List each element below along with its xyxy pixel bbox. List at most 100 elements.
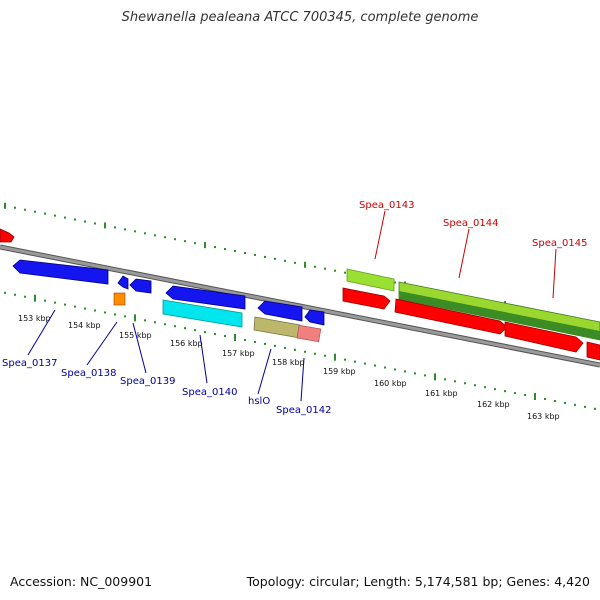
inner-tick: [154, 321, 156, 324]
inner-tick: [134, 314, 136, 322]
reverse-gene-label[interactable]: hslO: [248, 396, 270, 407]
ruler-label: 153 kbp: [18, 314, 51, 323]
inner-tick: [484, 386, 486, 389]
gene-spea-0139[interactable]: [129, 278, 152, 294]
inner-tick: [454, 380, 456, 383]
outer-tick: [234, 250, 236, 253]
forward-callout-line: [458, 228, 470, 279]
ruler-label: 159 kbp: [323, 367, 356, 376]
gene-spea-0143[interactable]: [346, 268, 395, 292]
reverse-callout-line: [300, 357, 305, 402]
gene-pink[interactable]: [296, 324, 322, 343]
forward-gene-label[interactable]: Spea_0144: [443, 218, 498, 229]
gene-red-a[interactable]: [342, 287, 391, 310]
inner-tick: [74, 305, 76, 308]
outer-tick: [254, 253, 256, 256]
gene-spea-0145[interactable]: [504, 321, 584, 353]
outer-tick: [164, 236, 166, 239]
inner-tick: [64, 303, 66, 306]
inner-tick: [424, 374, 426, 377]
inner-tick: [404, 370, 406, 373]
outer-tick: [44, 212, 46, 215]
inner-tick-track: [4, 291, 596, 410]
gene-red-d[interactable]: [586, 341, 600, 361]
reverse-callout-line: [199, 334, 208, 384]
forward-genes: [0, 228, 600, 361]
ruler-label: 160 kbp: [374, 379, 407, 388]
forward-gene-label[interactable]: Spea_0143: [359, 200, 414, 211]
inner-tick: [524, 394, 526, 397]
gene-hslO[interactable]: [253, 316, 301, 339]
inner-tick: [554, 399, 556, 402]
ruler-label: 154 kbp: [68, 321, 101, 330]
reverse-gene-label[interactable]: Spea_0139: [120, 376, 175, 387]
gene-spea-0142[interactable]: [304, 309, 325, 326]
inner-tick: [564, 401, 566, 404]
gene-red-b[interactable]: [394, 298, 508, 335]
inner-tick: [324, 354, 326, 357]
ruler-label: 157 kbp: [222, 349, 255, 358]
reverse-gene-labels: Spea_0137 Spea_0138 Spea_0139 Spea_0140 hslO…: [2, 309, 331, 416]
gene-orange[interactable]: [113, 292, 126, 306]
inner-tick: [204, 331, 206, 334]
inner-tick: [474, 384, 476, 387]
inner-tick: [194, 329, 196, 332]
reverse-gene-label[interactable]: Spea_0137: [2, 358, 57, 369]
inner-tick: [34, 294, 36, 302]
gene-spea-0140[interactable]: [165, 285, 246, 310]
reverse-callout-line: [27, 309, 56, 356]
outer-tick: [124, 228, 126, 231]
outer-tick: [134, 230, 136, 233]
outer-tick: [184, 240, 186, 243]
inner-tick: [304, 350, 306, 353]
ruler-label: 163 kbp: [527, 412, 560, 421]
inner-tick: [414, 372, 416, 375]
forward-gene-labels: Spea_0143 Spea_0144 Spea_0145: [359, 200, 587, 299]
inner-tick: [594, 407, 596, 410]
outer-tick: [114, 226, 116, 229]
inner-tick: [364, 362, 366, 365]
gene-cyan[interactable]: [162, 299, 243, 328]
inner-tick: [244, 338, 246, 341]
outer-tick: [174, 238, 176, 241]
inner-tick: [384, 366, 386, 369]
ruler-label: 156 kbp: [170, 339, 203, 348]
reverse-gene-label[interactable]: Spea_0142: [276, 405, 331, 416]
inner-tick: [14, 293, 16, 296]
forward-callout-line: [374, 210, 386, 260]
outer-tick: [94, 222, 96, 225]
inner-tick: [254, 340, 256, 343]
inner-tick: [584, 405, 586, 408]
inner-tick: [114, 313, 116, 316]
inner-tick: [44, 299, 46, 302]
inner-tick: [354, 360, 356, 363]
inner-tick: [94, 309, 96, 312]
inner-tick: [394, 368, 396, 371]
inner-tick: [534, 393, 536, 401]
reverse-gene-label[interactable]: Spea_0138: [61, 368, 116, 379]
inner-tick: [274, 344, 276, 347]
gene-blue-f[interactable]: [257, 300, 303, 322]
reverse-gene-label[interactable]: Spea_0140: [182, 387, 237, 398]
inner-tick: [144, 319, 146, 322]
inner-tick: [294, 348, 296, 351]
inner-tick: [504, 390, 506, 393]
ruler-labels: 153 kbp 154 kbp 155 kbp 156 kbp 157 kbp 158 k…: [18, 314, 560, 421]
forward-callout-line: [552, 248, 557, 299]
inner-tick: [464, 382, 466, 385]
inner-tick: [234, 334, 236, 342]
outer-tick: [334, 269, 336, 272]
gene-partial-left[interactable]: [0, 228, 15, 243]
ruler-label: 162 kbp: [477, 400, 510, 409]
inner-tick: [444, 378, 446, 381]
forward-gene-label[interactable]: Spea_0145: [532, 238, 587, 249]
outer-tick: [64, 216, 66, 219]
reverse-callout-line: [132, 322, 147, 374]
reverse-genes: [12, 259, 325, 343]
inner-tick: [264, 342, 266, 345]
gene-spea-0138[interactable]: [117, 275, 129, 290]
outer-tick: [194, 242, 196, 245]
gene-spea-0137[interactable]: [12, 259, 109, 285]
inner-tick: [544, 397, 546, 400]
